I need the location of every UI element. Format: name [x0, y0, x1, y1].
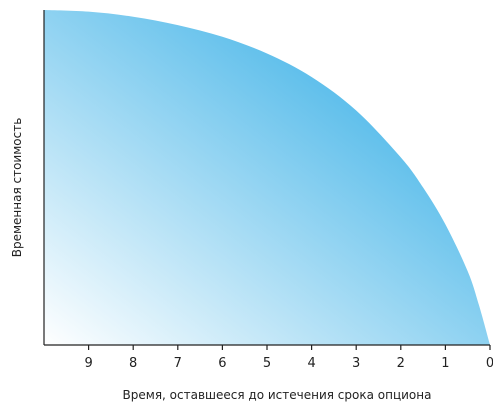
- x-tick-label: 1: [441, 356, 449, 371]
- x-tick-label: 2: [397, 356, 405, 371]
- time-value-area: [44, 10, 490, 345]
- x-tick-label: 7: [174, 356, 182, 371]
- x-tick-label: 0: [486, 356, 493, 371]
- x-axis-title: Время, оставшееся до истечения срока опц…: [123, 388, 432, 402]
- x-tick-label: 8: [129, 356, 137, 371]
- x-tick-label: 5: [263, 356, 271, 371]
- x-ticks: 9 8 7 6 5 4 3 2 1 0: [84, 345, 493, 371]
- x-tick-label: 4: [307, 356, 315, 371]
- x-tick-label: 3: [352, 356, 360, 371]
- y-axis-title: Временная стоимость: [10, 118, 24, 258]
- x-tick-label: 6: [218, 356, 226, 371]
- x-tick-label: 9: [84, 356, 92, 371]
